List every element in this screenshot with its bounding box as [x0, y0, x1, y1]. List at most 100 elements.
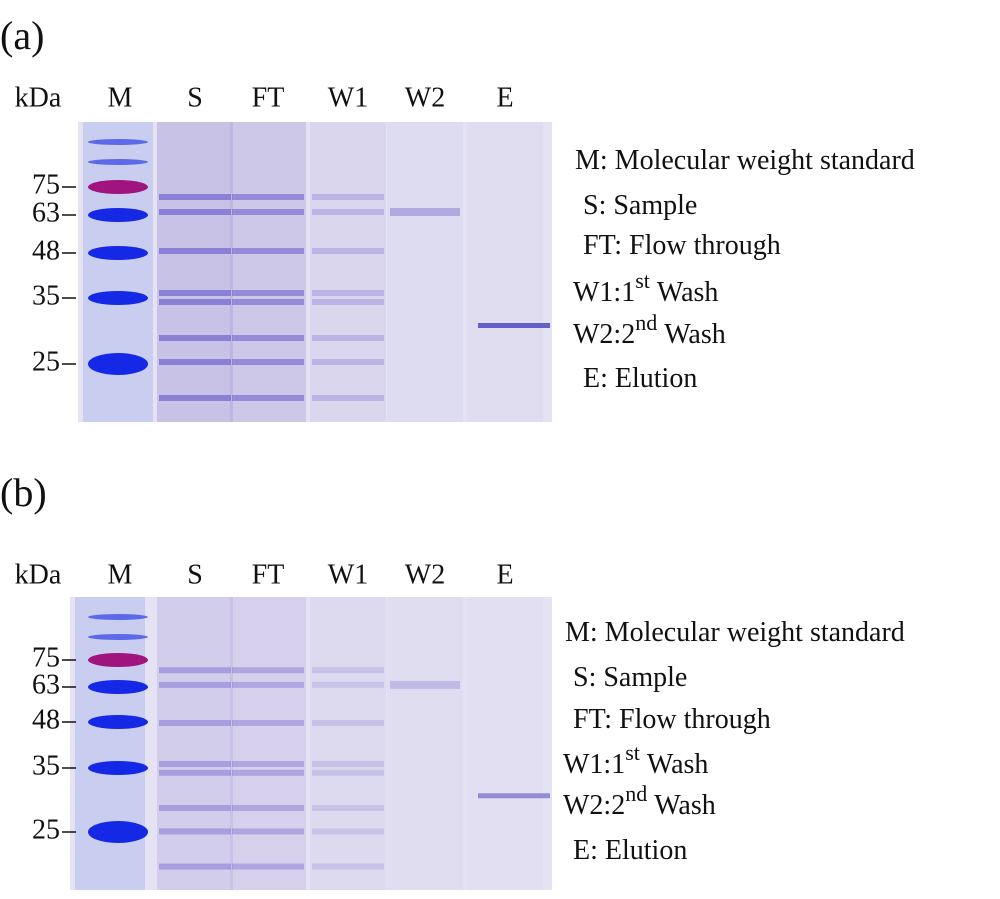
marker-label: 63: [32, 197, 60, 228]
lane-label: M: [108, 559, 133, 590]
band: [312, 719, 384, 726]
legend-text: M: Molecular weight standard: [575, 145, 915, 176]
band: [312, 248, 384, 254]
legend-text: S: Sample: [583, 190, 697, 221]
band: [312, 194, 384, 200]
marker-label: 63: [32, 669, 60, 700]
band: [159, 335, 231, 341]
band: [159, 209, 231, 215]
band: [159, 667, 231, 674]
marker-label: 48: [32, 704, 60, 735]
legend-sup: st: [635, 268, 650, 293]
panel-label: (a): [0, 13, 44, 58]
band: [232, 828, 304, 835]
legend-entry: W1:1st Wash: [573, 268, 718, 308]
band: [312, 828, 384, 835]
band: [232, 359, 304, 365]
lane-smear: [310, 122, 386, 422]
legend-text: M: Molecular weight standard: [565, 617, 905, 648]
band: [312, 761, 384, 768]
band: [159, 359, 231, 365]
legend-text: S: Sample: [573, 662, 687, 693]
legend-text: FT: Flow through: [573, 704, 771, 735]
panel-label: (b): [0, 470, 47, 515]
lane-label: W1: [328, 559, 368, 590]
lane-label: W1: [328, 82, 368, 113]
band: [159, 804, 231, 811]
legend-entry: W1:1st Wash: [563, 740, 708, 780]
legend-entry: S: Sample: [583, 190, 697, 221]
band: [312, 209, 384, 215]
lane-label: M: [108, 82, 133, 113]
marker-band: [88, 208, 148, 222]
band: [232, 335, 304, 341]
marker-band: [88, 614, 148, 620]
unit-label: kDa: [15, 559, 62, 590]
marker-label: 48: [32, 235, 60, 266]
lane-label: W2: [405, 82, 445, 113]
marker-band: [88, 821, 148, 843]
legend-entry: W2:2nd Wash: [563, 781, 716, 821]
band: [390, 208, 460, 216]
legend-text: W2:2: [573, 319, 635, 350]
band: [312, 804, 384, 811]
band: [159, 299, 231, 305]
lane-label: FT: [252, 82, 285, 113]
legend-sup: st: [625, 740, 640, 765]
legend-rest: Wash: [664, 319, 726, 350]
band: [232, 209, 304, 215]
band: [232, 719, 304, 726]
band: [232, 681, 304, 688]
band: [159, 290, 231, 296]
marker-band: [88, 353, 148, 375]
legend-text: FT: Flow through: [583, 230, 781, 261]
lane-smear: [387, 122, 463, 422]
band: [232, 290, 304, 296]
legend-entry: FT: Flow through: [573, 704, 771, 735]
lane-label: E: [496, 82, 513, 113]
lane-smear: [157, 122, 233, 422]
band: [312, 769, 384, 776]
lane-smear: [230, 122, 306, 422]
lane-smear: [467, 122, 543, 422]
elution-band: [478, 793, 550, 799]
marker-band: [88, 680, 148, 694]
unit-label: kDa: [15, 82, 62, 113]
lane-smear: [310, 597, 386, 890]
legend-entry: E: Elution: [583, 363, 697, 394]
band: [232, 299, 304, 305]
lane-label: W2: [405, 559, 445, 590]
marker-band: [88, 761, 148, 775]
legend-text: W2:2: [563, 790, 625, 821]
marker-band: [88, 291, 148, 305]
band: [232, 804, 304, 811]
band: [159, 863, 231, 870]
legend-rest: Wash: [647, 749, 709, 780]
gel: [70, 597, 552, 890]
band: [232, 863, 304, 870]
marker-band: [88, 246, 148, 260]
legend-entry: FT: Flow through: [583, 230, 781, 261]
legend-text: E: Elution: [583, 363, 697, 394]
band: [232, 248, 304, 254]
marker-label: 35: [32, 750, 60, 781]
lane-label: E: [496, 559, 513, 590]
legend-entry: E: Elution: [573, 835, 687, 866]
marker-band: [88, 634, 148, 640]
band: [159, 248, 231, 254]
lane-smear: [230, 597, 306, 890]
band: [312, 290, 384, 296]
band: [159, 681, 231, 688]
lane-smear: [157, 597, 233, 890]
lane-smear: [387, 597, 463, 890]
band: [232, 769, 304, 776]
band: [232, 194, 304, 200]
lane-label: S: [187, 82, 203, 113]
band: [312, 863, 384, 870]
marker-label: 25: [32, 346, 60, 377]
legend-rest: Wash: [654, 790, 716, 821]
band: [159, 194, 231, 200]
lane-smear: [467, 597, 543, 890]
marker-band: [88, 653, 148, 667]
band: [312, 335, 384, 341]
